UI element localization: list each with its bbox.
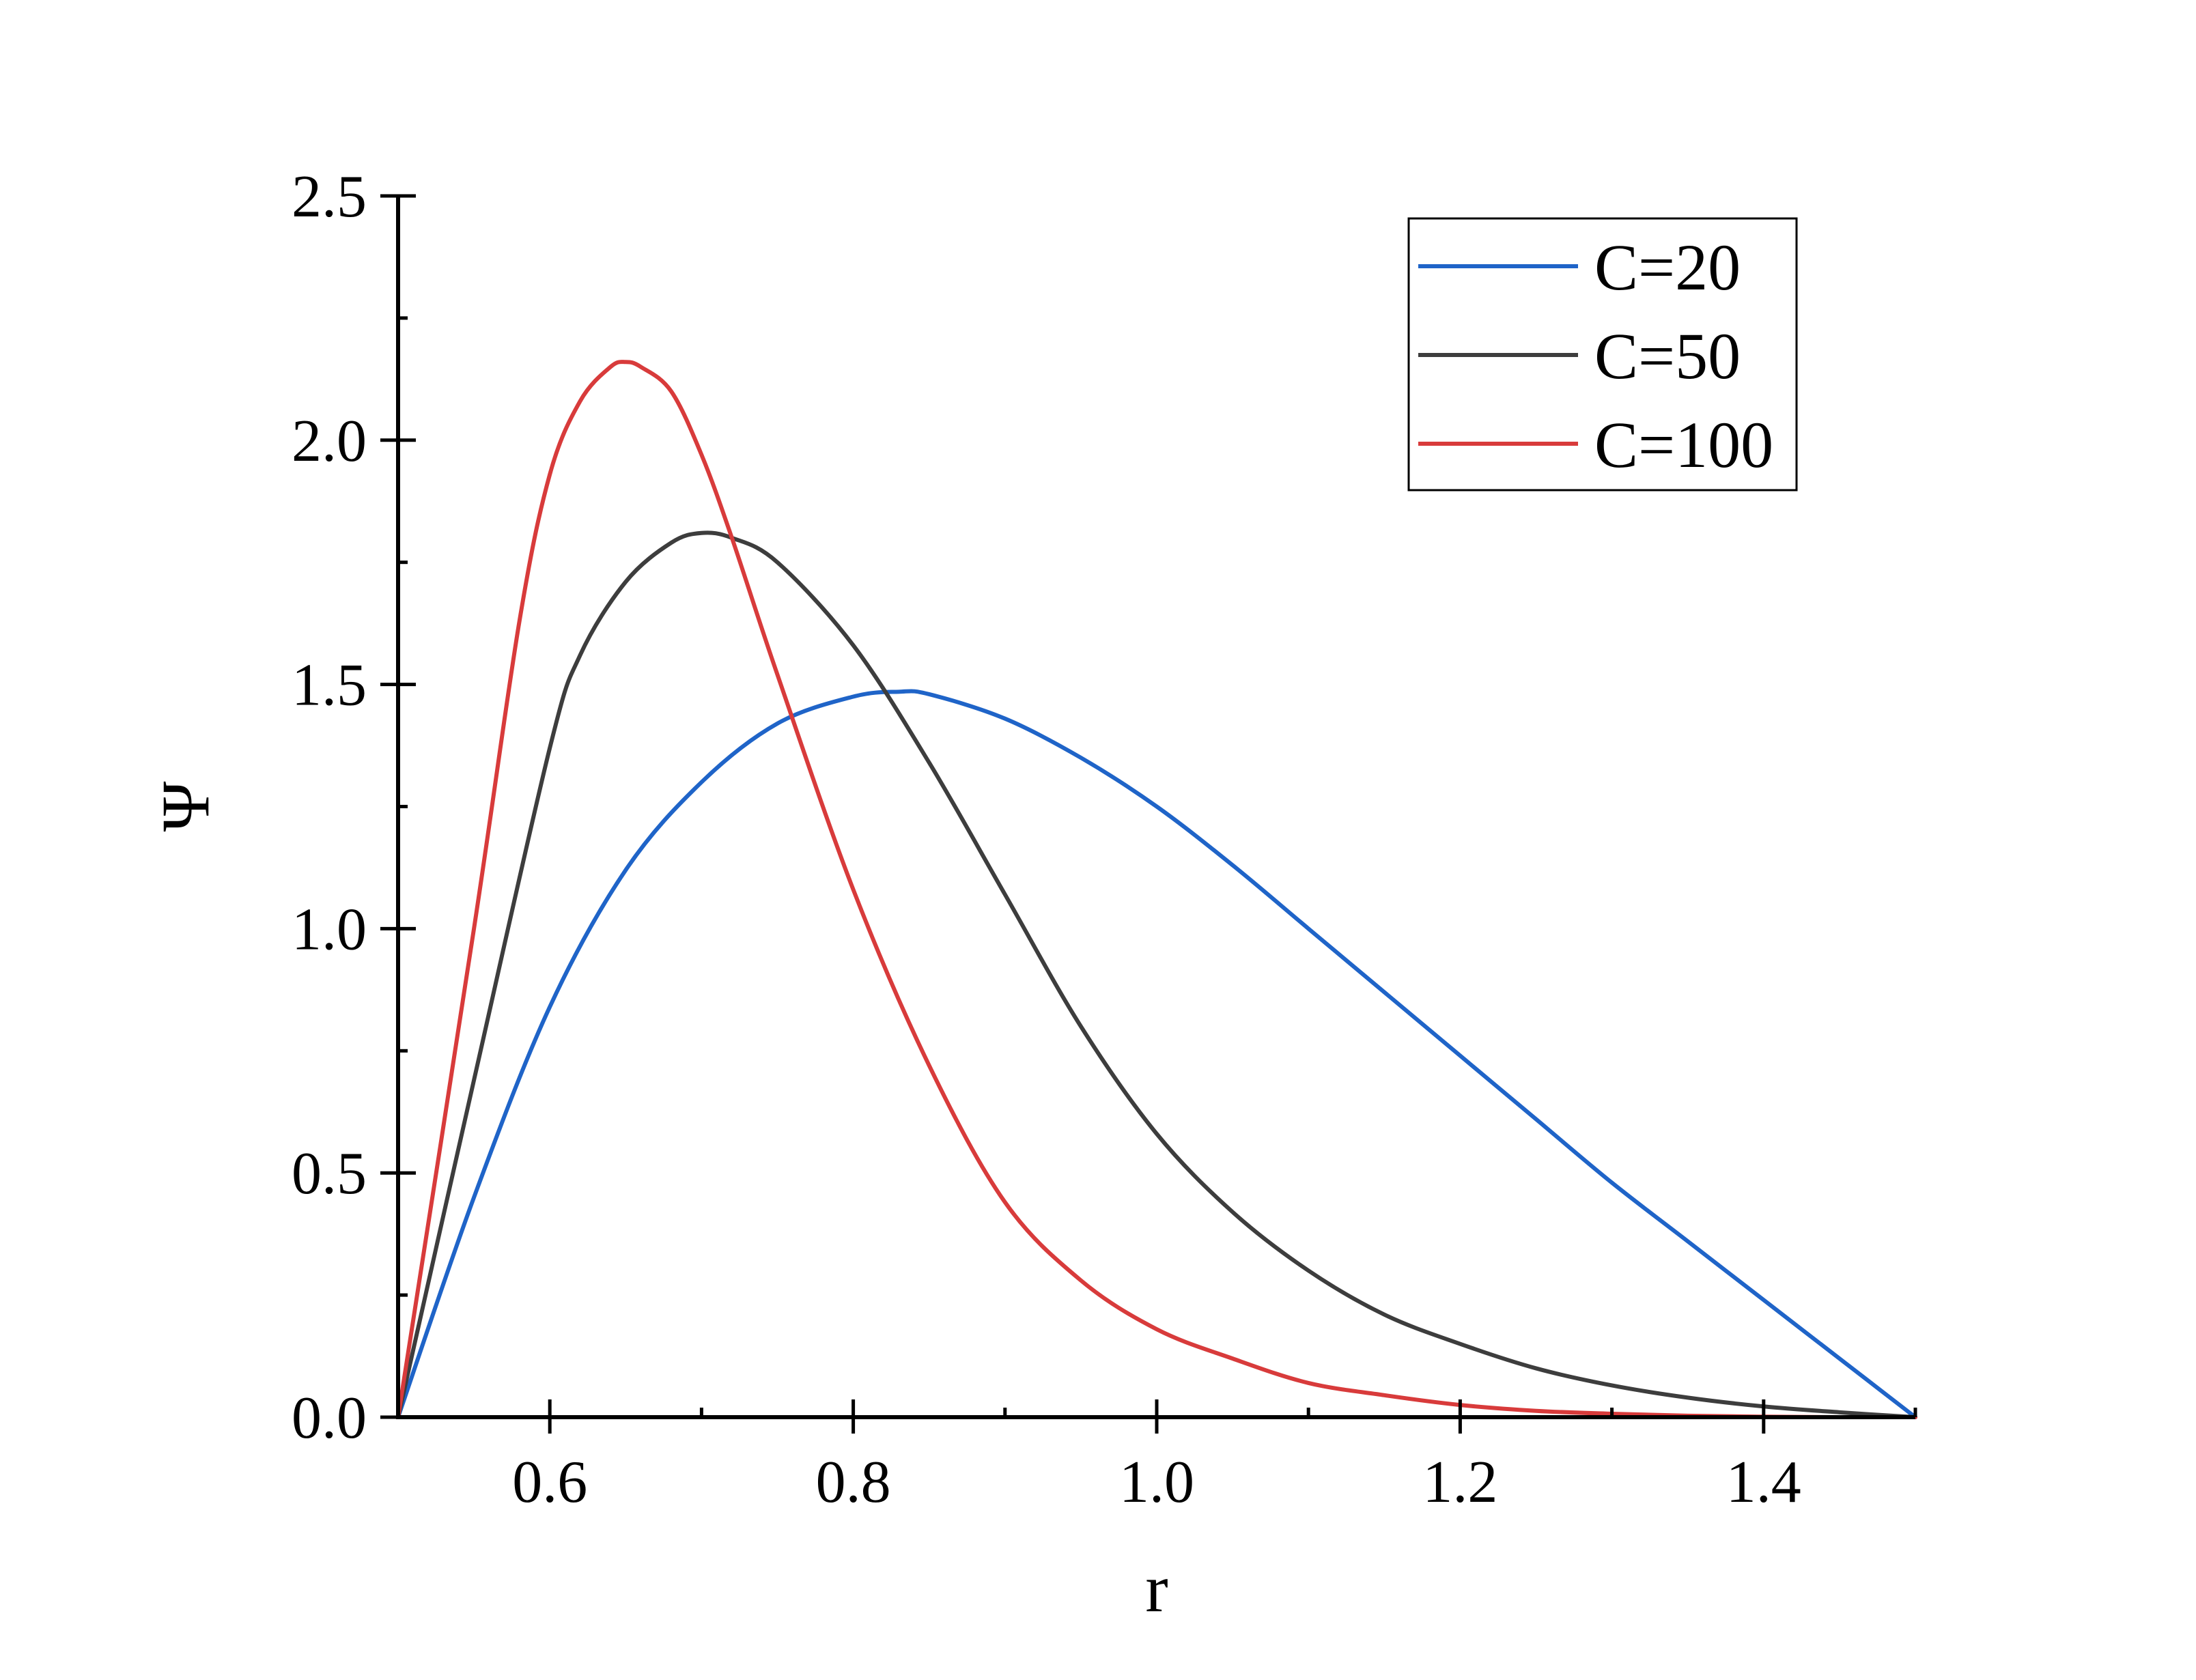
x-tick-label: 1.4 [1726,1449,1801,1515]
x-tick-label: 1.2 [1422,1449,1497,1515]
x-axis-title: r [1145,1550,1168,1626]
series-layer [396,360,1917,1420]
y-tick-label: 0.5 [292,1141,367,1207]
x-tick-label: 1.0 [1119,1449,1194,1515]
y-tick-label: 1.5 [292,653,367,719]
x-ticks: 0.6 0.8 1.0 1.2 1.4 [396,1399,1917,1515]
plot-area: 0.6 0.8 1.0 1.2 1.4 0.0 0.5 1.0 1.5 2.0 2.5 [292,164,1917,1515]
y-tick-label: 1.0 [292,896,367,963]
legend-label-c-20: C=20 [1594,231,1741,304]
y-tick-label: 2.5 [292,164,367,230]
y-tick-label: 2.0 [292,408,367,474]
y-axis-title: Ψ [147,781,223,831]
y-tick-label: 0.0 [292,1385,367,1451]
y-ticks: 0.0 0.5 1.0 1.5 2.0 2.5 [292,164,416,1451]
x-tick-label: 0.8 [816,1449,891,1515]
legend: C=20 C=50 C=100 [1407,217,1798,492]
series-line-c-100 [396,360,1917,1420]
series-line-c-50 [396,530,1917,1419]
legend-label-c-50: C=50 [1594,319,1741,393]
legend-label-c-100: C=100 [1594,408,1773,481]
x-tick-label: 0.6 [512,1449,587,1515]
series-line-c-20 [396,689,1917,1419]
